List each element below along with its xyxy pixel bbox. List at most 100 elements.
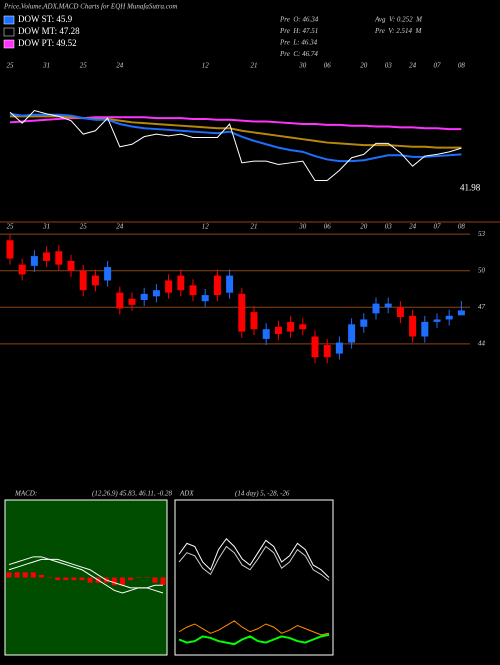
histogram-bar bbox=[152, 577, 158, 583]
histogram-bar bbox=[6, 572, 12, 578]
x-tick-label: 06 bbox=[324, 62, 332, 70]
candle-body bbox=[91, 275, 99, 286]
histogram-bar bbox=[79, 577, 85, 581]
panel bbox=[174, 499, 334, 656]
x-tick-label: 07 bbox=[434, 62, 442, 70]
x-tick-label: 25 bbox=[7, 223, 15, 231]
candle-body bbox=[348, 324, 356, 343]
x-tick-label: 20 bbox=[360, 62, 368, 70]
x-tick-label: 21 bbox=[251, 62, 258, 70]
candle-body bbox=[189, 285, 197, 296]
stat: Pre O: 46.34 bbox=[279, 16, 319, 24]
adx-line bbox=[178, 537, 330, 578]
panel-title: MACD: bbox=[14, 490, 37, 498]
stat: Pre L: 46.34 bbox=[279, 39, 318, 47]
histogram-bar bbox=[38, 574, 44, 578]
histogram-bar bbox=[87, 577, 93, 583]
histogram-bar bbox=[111, 577, 117, 586]
panel-title: ADX bbox=[179, 490, 194, 498]
candle-body bbox=[250, 312, 258, 330]
candle-body bbox=[116, 292, 124, 309]
x-tick-label: 06 bbox=[324, 223, 332, 231]
histogram-bar bbox=[14, 572, 20, 578]
legend-swatch bbox=[3, 27, 15, 37]
histogram-bar bbox=[63, 577, 69, 581]
stat: Avg V: 0.252 M bbox=[374, 16, 423, 24]
page-title: Price,Volume,ADX,MACD Charts for EQH Mun… bbox=[3, 3, 177, 11]
x-tick-label: 31 bbox=[42, 62, 50, 70]
adx-line bbox=[178, 545, 330, 581]
histogram-bar bbox=[128, 577, 134, 581]
candle-body bbox=[445, 315, 453, 320]
histogram-bar bbox=[47, 577, 53, 578]
x-tick-label: 30 bbox=[298, 223, 307, 231]
candle-body bbox=[262, 329, 270, 339]
x-tick-label: 12 bbox=[202, 223, 210, 231]
legend-label: DOW ST: 45.9 bbox=[18, 14, 73, 24]
candle-body bbox=[6, 240, 14, 259]
x-tick-label: 24 bbox=[116, 62, 124, 70]
price-line bbox=[9, 109, 462, 182]
candle-body bbox=[409, 315, 417, 337]
x-tick-label: 25 bbox=[7, 62, 15, 70]
x-tick-label: 31 bbox=[42, 223, 50, 231]
candle-body bbox=[226, 275, 234, 293]
candle-body bbox=[30, 256, 38, 266]
candle-body bbox=[238, 293, 246, 332]
x-tick-label: 30 bbox=[298, 62, 307, 70]
candle-body bbox=[213, 275, 221, 296]
candle-body bbox=[152, 290, 160, 297]
candle-body bbox=[421, 321, 429, 337]
x-tick-label: 25 bbox=[80, 223, 88, 231]
x-tick-label: 21 bbox=[251, 223, 258, 231]
price-line bbox=[9, 112, 462, 163]
x-tick-label: 03 bbox=[385, 223, 393, 231]
macd-line bbox=[8, 558, 163, 589]
candle-body bbox=[372, 303, 380, 314]
candle-body bbox=[55, 251, 63, 265]
stat: Pre H: 47.51 bbox=[279, 27, 318, 35]
x-tick-label: 20 bbox=[360, 223, 368, 231]
histogram-bar bbox=[55, 577, 61, 581]
candle-body bbox=[177, 275, 185, 291]
x-tick-label: 25 bbox=[80, 62, 88, 70]
y-tick-label: 44 bbox=[478, 339, 486, 347]
candle-body bbox=[396, 307, 404, 318]
panel-subtitle: (12,26,9) 45.83, 46.11, -0.28 bbox=[92, 490, 172, 498]
candle-body bbox=[433, 319, 441, 322]
annotation: 41.98 bbox=[460, 182, 481, 192]
x-tick-label: 24 bbox=[409, 62, 417, 70]
candle-body bbox=[104, 267, 112, 281]
histogram-bar bbox=[160, 577, 166, 585]
candle-body bbox=[67, 260, 75, 271]
x-tick-label: 08 bbox=[458, 62, 466, 70]
x-tick-label: 03 bbox=[385, 62, 393, 70]
histogram-bar bbox=[144, 577, 150, 578]
legend-swatch bbox=[3, 15, 15, 25]
candle-body bbox=[323, 345, 331, 358]
candle-body bbox=[360, 319, 368, 327]
legend-swatch bbox=[3, 39, 15, 49]
panel-subtitle: (14 day) 5, -28, -26 bbox=[235, 490, 290, 498]
candle-body bbox=[287, 321, 295, 332]
price-line bbox=[9, 116, 462, 131]
stat: Pre V: 2.514 M bbox=[374, 27, 422, 35]
candle-body bbox=[311, 336, 319, 358]
candle-body bbox=[299, 324, 307, 330]
stat: Pre C: 46.74 bbox=[279, 50, 318, 58]
legend-label: DOW MT: 47.28 bbox=[18, 26, 80, 36]
candle-body bbox=[165, 280, 173, 293]
candle-body bbox=[384, 303, 392, 308]
y-tick-label: 50 bbox=[478, 266, 486, 274]
y-tick-label: 47 bbox=[478, 303, 486, 311]
histogram-bar bbox=[22, 572, 28, 578]
histogram-bar bbox=[119, 577, 125, 586]
candle-body bbox=[128, 298, 136, 305]
x-tick-label: 07 bbox=[434, 223, 442, 231]
histogram-bar bbox=[136, 577, 142, 578]
x-tick-label: 12 bbox=[202, 62, 210, 70]
x-tick-label: 24 bbox=[116, 223, 124, 231]
x-tick-label: 08 bbox=[458, 223, 466, 231]
adx-line bbox=[178, 633, 330, 646]
